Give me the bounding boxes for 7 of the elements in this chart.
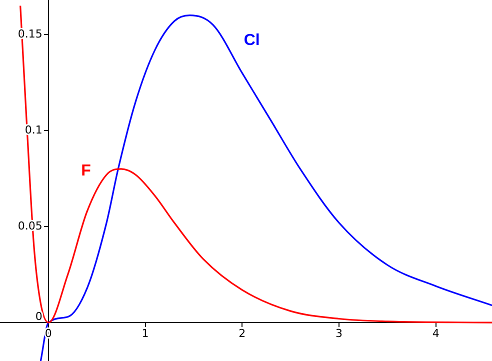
x-tick-label: 4 [432, 326, 440, 340]
x-tick-label: 2 [238, 326, 246, 340]
series-label: F [81, 162, 92, 180]
series-label: Cl [244, 32, 260, 49]
x-tick-label: 3 [335, 326, 342, 340]
y-tick-label: 0 [35, 310, 42, 323]
x-tick-label: 1 [142, 326, 149, 340]
